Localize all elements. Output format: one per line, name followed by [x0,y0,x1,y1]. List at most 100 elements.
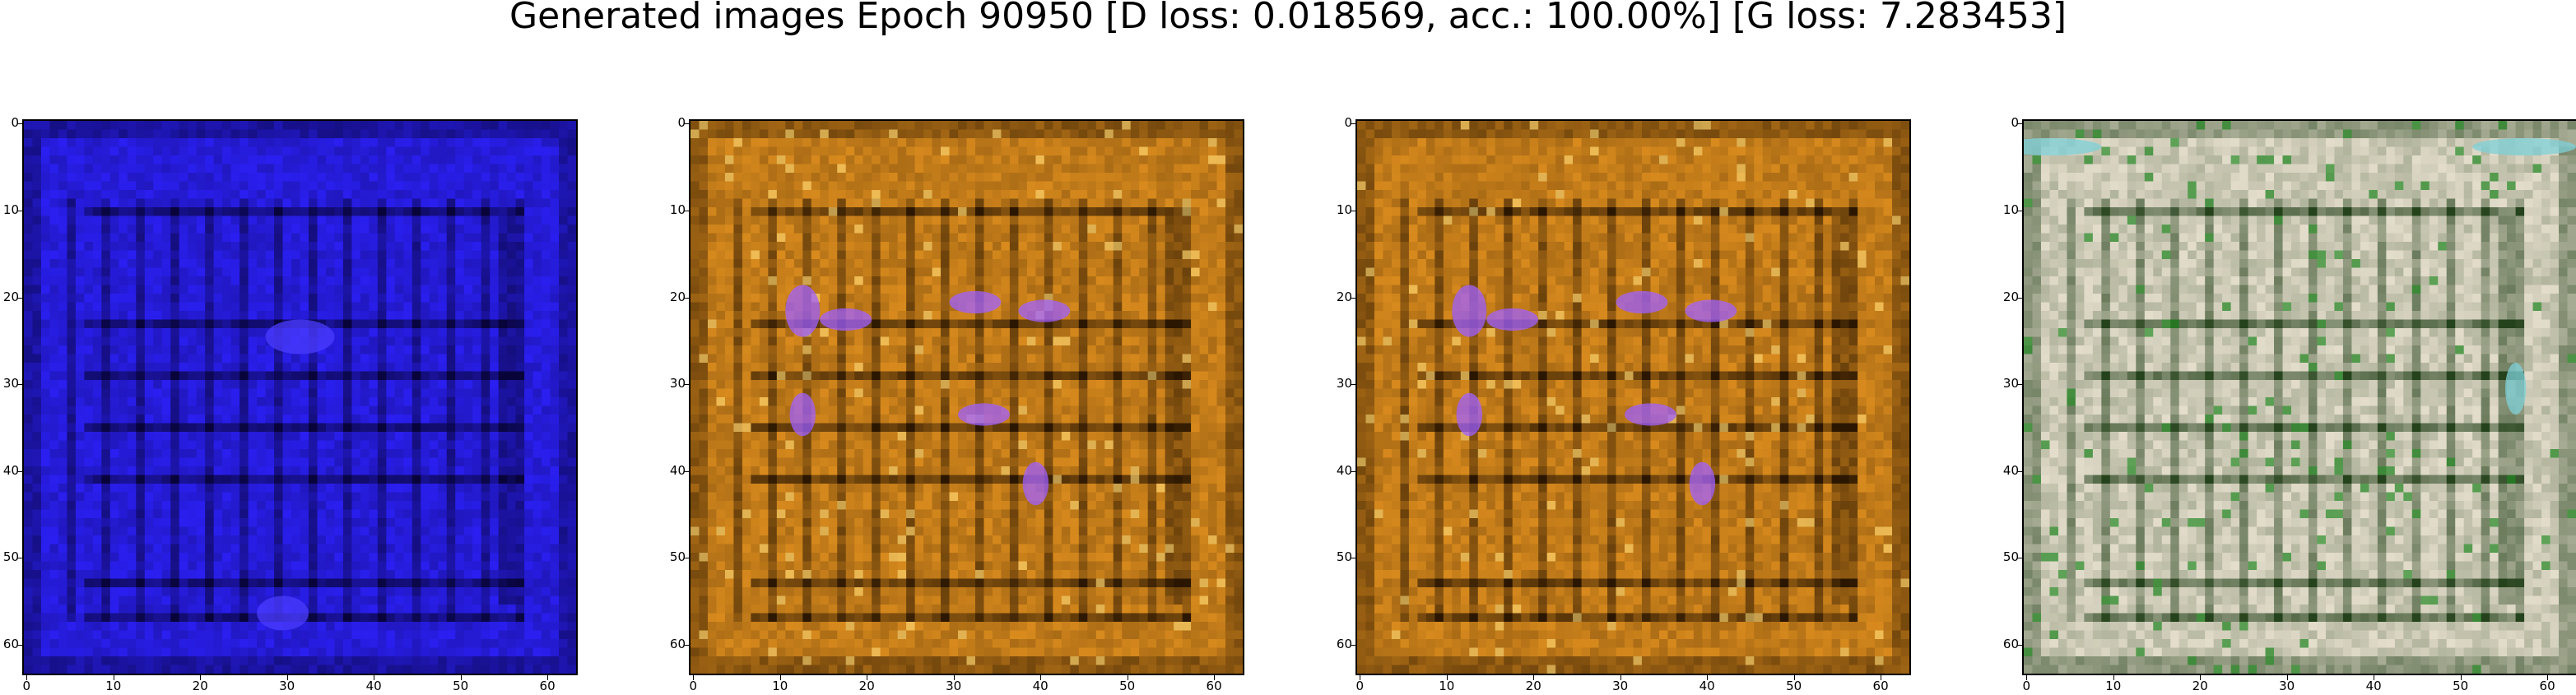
y-tick-label: 60 [2,637,19,652]
pixel-grid [1357,121,1909,674]
image-frame [1355,119,1911,675]
x-tick-label: 10 [105,679,122,693]
x-tick-mark [460,675,462,680]
y-tick-label: 50 [2002,549,2019,565]
y-tick-label: 60 [669,637,686,652]
image-frame [2022,119,2576,675]
y-tick-mark [684,384,689,386]
x-tick-label: 30 [946,679,962,693]
x-tick-label: 60 [2539,679,2555,693]
y-tick-mark [1351,470,1355,472]
y-tick-mark [17,645,22,646]
y-tick-label: 60 [2002,637,2019,652]
y-tick-mark [1351,645,1355,646]
image-frame [689,119,1244,675]
x-tick-label: 40 [1699,679,1715,693]
y-tick-label: 10 [2,202,19,217]
x-tick-mark [779,675,781,680]
x-tick-mark [1446,675,1448,680]
x-tick-mark [1214,675,1216,680]
x-tick-label: 50 [2453,679,2469,693]
x-tick-label: 30 [1612,679,1629,693]
x-tick-mark [1040,675,1042,680]
x-tick-mark [1533,675,1535,680]
x-tick-label: 0 [1355,679,1365,693]
y-tick-label: 30 [2,376,19,392]
y-tick-label: 40 [1336,462,1352,478]
y-tick-mark [1351,384,1355,386]
y-tick-label: 10 [669,202,686,217]
generated-image-4: 0 10 20 30 40 50 60 0 10 20 30 40 50 60 [2003,117,2576,693]
y-tick-mark [2017,470,2022,472]
y-tick-mark [2017,384,2022,386]
y-tick-label: 30 [2002,376,2019,392]
y-tick-mark [1351,123,1355,125]
y-tick-mark [2017,123,2022,125]
x-tick-label: 30 [2279,679,2295,693]
x-tick-mark [286,675,288,680]
x-tick-label: 10 [2105,679,2122,693]
y-tick-label: 20 [2,289,19,304]
x-tick-label: 30 [279,679,295,693]
x-tick-label: 40 [1032,679,1049,693]
x-tick-mark [1707,675,1709,680]
y-tick-mark [17,123,22,125]
x-tick-mark [2113,675,2114,680]
x-tick-mark [1620,675,1621,680]
y-tick-mark [1351,297,1355,299]
pixel-grid [2024,121,2576,674]
x-tick-mark [2200,675,2202,680]
y-tick-label: 30 [1336,376,1352,392]
y-tick-label: 0 [677,115,686,131]
x-tick-label: 60 [539,679,556,693]
x-tick-label: 20 [2192,679,2208,693]
y-tick-mark [2017,297,2022,299]
x-tick-label: 50 [453,679,469,693]
x-tick-label: 10 [1439,679,1455,693]
y-tick-mark [17,470,22,472]
x-tick-mark [693,675,695,680]
x-tick-mark [2547,675,2549,680]
x-tick-label: 20 [192,679,208,693]
x-tick-mark [2026,675,2028,680]
x-tick-label: 0 [22,679,31,693]
image-frame [22,119,578,675]
generated-image-1: 0 10 20 30 40 50 60 0 10 20 30 40 50 60 [3,117,578,693]
y-tick-label: 40 [669,462,686,478]
x-tick-mark [2286,675,2288,680]
y-tick-label: 20 [669,289,686,304]
x-tick-label: 50 [1786,679,1802,693]
y-tick-mark [684,123,689,125]
x-tick-label: 20 [1525,679,1541,693]
y-tick-label: 10 [1336,202,1352,217]
x-tick-label: 50 [1119,679,1136,693]
x-tick-mark [953,675,955,680]
x-tick-label: 60 [1206,679,1222,693]
x-tick-label: 60 [1872,679,1889,693]
y-tick-label: 0 [11,115,19,131]
y-tick-label: 40 [2002,462,2019,478]
y-tick-label: 50 [669,549,686,565]
y-tick-label: 0 [1344,115,1352,131]
y-tick-mark [684,470,689,472]
y-tick-label: 20 [2002,289,2019,304]
x-tick-mark [547,675,549,680]
x-tick-label: 40 [2365,679,2382,693]
pixel-grid [690,121,1243,674]
y-tick-mark [17,297,22,299]
x-tick-label: 40 [365,679,382,693]
y-tick-label: 30 [669,376,686,392]
y-tick-label: 50 [1336,549,1352,565]
x-tick-label: 10 [772,679,788,693]
y-tick-mark [17,384,22,386]
generated-image-2: 0 10 20 30 40 50 60 0 10 20 30 40 50 60 [670,117,1244,693]
y-tick-label: 20 [1336,289,1352,304]
y-tick-label: 60 [1336,637,1352,652]
x-tick-mark [200,675,202,680]
y-tick-label: 10 [2002,202,2019,217]
x-tick-label: 20 [858,679,875,693]
x-tick-label: 0 [689,679,698,693]
y-tick-mark [684,297,689,299]
x-tick-mark [1793,675,1795,680]
y-tick-label: 40 [2,462,19,478]
